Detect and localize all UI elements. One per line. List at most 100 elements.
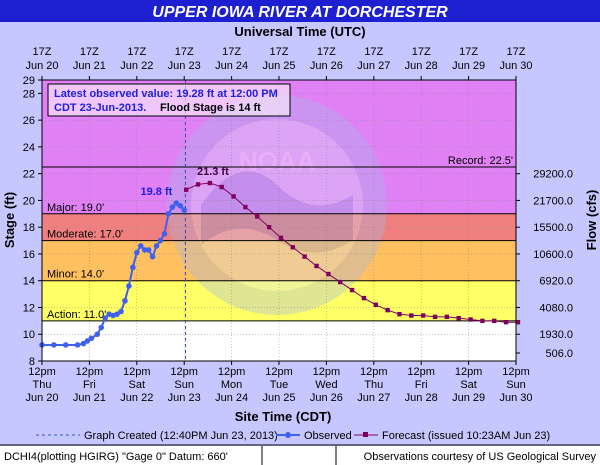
legend-forecast: Forecast (issued 10:23AM Jun 23) xyxy=(382,430,550,442)
x2-tick-date: Jun 26 xyxy=(310,60,343,72)
observed-point xyxy=(177,202,184,209)
forecast-point xyxy=(243,204,248,210)
y2-tick-label: 10600.0 xyxy=(533,249,573,261)
y-tick-label: 29 xyxy=(23,75,35,87)
forecast-point xyxy=(266,224,272,230)
x-tick-day: Fri xyxy=(415,379,428,391)
x2-tick-time: 17Z xyxy=(317,46,336,58)
forecast-point xyxy=(314,263,319,269)
observed-point xyxy=(141,247,148,253)
legend-graph-created: Graph Created (12:40PM Jun 23, 2013) xyxy=(84,430,278,442)
forecast-point xyxy=(480,318,485,324)
x-tick-time: 12pm xyxy=(170,366,198,378)
y-tick-label: 14 xyxy=(23,276,35,288)
y-tick-label: 28 xyxy=(23,88,35,100)
y2-tick-label: 15500.0 xyxy=(533,222,573,234)
x-tick-date: Jun 25 xyxy=(262,392,295,404)
observed-point xyxy=(157,237,164,244)
footer xyxy=(0,446,600,465)
action-stage-label: Action: 11.0' xyxy=(47,309,106,321)
observed-point xyxy=(134,249,140,256)
forecast-point xyxy=(409,313,414,318)
legend-observed: Observed xyxy=(304,430,352,442)
observed-point xyxy=(137,243,144,249)
x-tick-day: Sun xyxy=(174,379,194,391)
forecast-point xyxy=(456,315,461,321)
y2-tick-label: 21700.0 xyxy=(533,195,573,207)
forecast-point xyxy=(195,182,201,187)
x-tick-time: 12pm xyxy=(313,366,341,378)
x-tick-time: 12pm xyxy=(407,366,435,378)
y2-tick-label: 6920.0 xyxy=(539,276,573,288)
observed-point xyxy=(118,308,124,315)
observed-point xyxy=(126,283,132,289)
observed-point xyxy=(84,338,91,344)
x-tick-time: 12pm xyxy=(360,366,388,378)
chart-title: UPPER IOWA RIVER AT DORCHESTER xyxy=(152,4,448,21)
x2-tick-time: 17Z xyxy=(127,46,146,58)
svg-text:NOAA: NOAA xyxy=(239,146,316,176)
x2-tick-time: 17Z xyxy=(33,46,52,58)
record-stage-label: Record: 22.5' xyxy=(448,155,513,167)
x2-tick-date: Jun 28 xyxy=(405,60,438,72)
x-tick-day: Tue xyxy=(270,379,289,391)
observed-point xyxy=(114,311,120,317)
x-tick-day: Sat xyxy=(129,379,146,391)
x-tick-date: Jun 22 xyxy=(120,392,153,404)
forecast-point xyxy=(503,319,509,325)
title-bar xyxy=(0,0,600,22)
x2-tick-date: Jun 22 xyxy=(120,60,153,72)
observed-point xyxy=(173,200,180,206)
forecast-point xyxy=(373,302,378,307)
y2-tick-label: 506.0 xyxy=(545,348,573,360)
observed-point xyxy=(74,342,81,348)
x2-tick-time: 17Z xyxy=(364,46,383,58)
forecast-point xyxy=(432,314,438,320)
y-tick-label: 26 xyxy=(23,115,35,127)
x-tick-date: Jun 27 xyxy=(357,392,390,404)
observed-point xyxy=(181,207,187,213)
x-tick-day: Sun xyxy=(506,379,526,391)
x2-tick-time: 17Z xyxy=(175,46,194,58)
data-series: 19.8 ft 21.3 ft xyxy=(39,80,521,361)
peak-forecast-label: 21.3 ft xyxy=(197,166,229,178)
x2-tick-time: 17Z xyxy=(270,46,289,58)
x-tick-date: Jun 28 xyxy=(405,392,438,404)
x-tick-date: Jun 29 xyxy=(452,392,485,404)
footer-datum: DCHI4(plotting HGIRG) "Gage 0" Datum: 66… xyxy=(4,451,228,463)
observed-point xyxy=(153,243,160,249)
x-tick-time: 12pm xyxy=(502,366,530,378)
y2-tick-label: 29200.0 xyxy=(533,169,573,181)
x-tick-day: Thu xyxy=(33,379,52,391)
x-tick-date: Jun 30 xyxy=(499,392,532,404)
moderate-stage-label: Moderate: 17.0' xyxy=(47,229,123,241)
x-tick-time: 12pm xyxy=(28,366,56,378)
latest-observed-text: Latest observed value: 19.28 ft at 12:00… xyxy=(54,88,278,100)
x-tick-day: Sat xyxy=(460,379,477,391)
y-tick-label: 8 xyxy=(29,356,35,368)
flood-stage-text: Flood Stage is 14 ft xyxy=(160,102,261,114)
forecast-point xyxy=(349,287,355,293)
minor-stage-label: Minor: 14.0' xyxy=(47,269,104,281)
y-tick-label: 18 xyxy=(23,222,35,234)
x-tick-time: 12pm xyxy=(218,366,246,378)
observed-point xyxy=(102,315,108,321)
forecast-point xyxy=(255,214,260,219)
observed-point xyxy=(51,342,57,348)
x2-tick-date: Jun 21 xyxy=(73,60,106,72)
forecast-point xyxy=(302,254,307,259)
x-tick-time: 12pm xyxy=(76,366,104,378)
x-tick-date: Jun 23 xyxy=(168,392,201,404)
x2-tick-date: Jun 25 xyxy=(262,60,295,72)
x-tick-date: Jun 20 xyxy=(25,392,58,404)
forecast-point xyxy=(468,317,473,322)
legend-forecast-marker xyxy=(363,432,368,437)
y2-tick-label: 4080.0 xyxy=(539,302,573,314)
observed-point xyxy=(165,211,172,217)
forecast-point xyxy=(219,184,224,190)
footer-credit: Observations courtesy of US Geological S… xyxy=(364,451,597,463)
x-tick-date: Jun 24 xyxy=(215,392,248,404)
forecast-point xyxy=(515,319,521,325)
top-axis-title: Universal Time (UTC) xyxy=(234,24,365,39)
